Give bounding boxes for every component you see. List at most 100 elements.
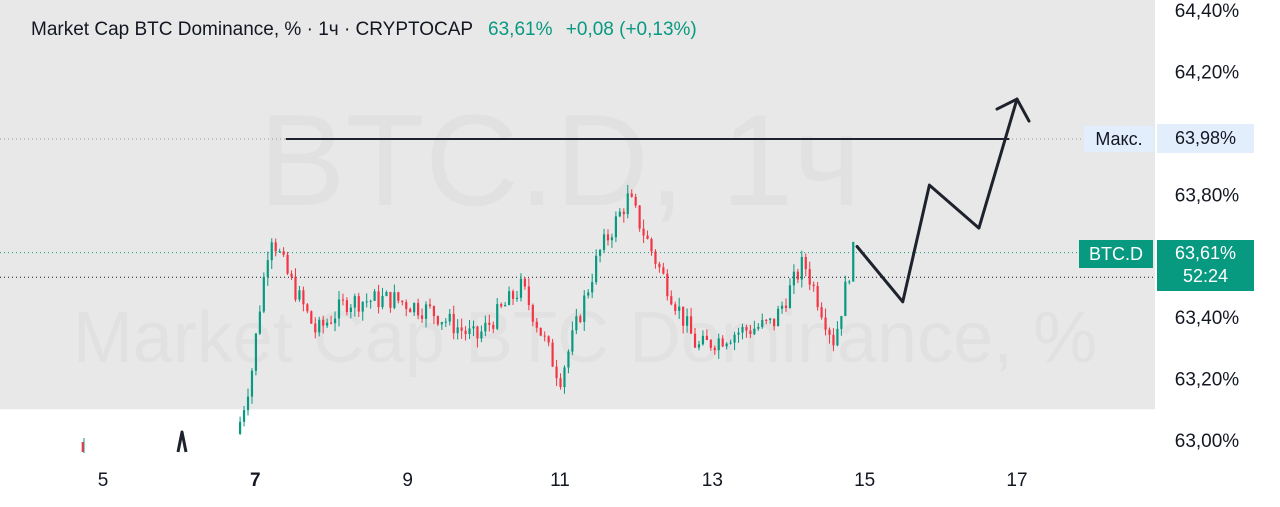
- x-axis: 5 7 9 11 13 15 17: [98, 470, 1028, 491]
- candle-body: [662, 267, 665, 274]
- max-label: Макс.: [1084, 126, 1154, 152]
- candle-body: [515, 297, 519, 299]
- candle-body: [848, 281, 851, 283]
- candle-body: [409, 308, 412, 313]
- x-tick-label: 13: [702, 470, 723, 491]
- candle-body: [286, 254, 289, 274]
- candle-body: [658, 263, 661, 268]
- candle-body: [357, 296, 360, 312]
- candles: [81, 184, 855, 453]
- candle-body: [559, 378, 562, 388]
- candle-body: [808, 269, 811, 285]
- candle-body: [282, 251, 285, 255]
- candle-body: [820, 307, 823, 318]
- candle-body: [381, 295, 384, 308]
- candle-body: [602, 234, 606, 251]
- candle-body: [792, 271, 796, 286]
- y-tick-label: 64,20%: [1175, 62, 1240, 83]
- candle-body: [417, 303, 420, 316]
- candle-body: [646, 235, 649, 239]
- y-tick-label: 63,40%: [1175, 308, 1240, 329]
- candle-body: [567, 351, 570, 368]
- candle-body: [804, 256, 807, 270]
- candle-body: [246, 396, 250, 411]
- candle-body: [349, 307, 352, 313]
- candle-body: [452, 313, 455, 334]
- candle-body: [713, 347, 716, 351]
- candle-body: [693, 333, 697, 348]
- candle-body: [812, 284, 815, 286]
- caret-mark: [176, 430, 188, 453]
- candle-body: [701, 335, 705, 345]
- candle-body: [788, 285, 792, 309]
- candle-body: [563, 367, 566, 388]
- candle-body: [844, 281, 847, 317]
- candle-body: [555, 366, 558, 379]
- candle-body: [618, 211, 621, 217]
- candle-body: [670, 296, 673, 305]
- candle-body: [666, 273, 669, 297]
- candle-body: [780, 305, 784, 309]
- candle-body: [523, 278, 527, 287]
- candle-body: [472, 326, 475, 329]
- candle-body: [448, 313, 451, 322]
- candle-body: [302, 290, 305, 305]
- candle-body: [828, 329, 831, 335]
- candle-body: [511, 291, 515, 299]
- candle-body: [318, 319, 321, 333]
- y-tick-label: 63,80%: [1175, 185, 1240, 206]
- candle-body: [682, 306, 685, 326]
- candle-body: [729, 342, 732, 344]
- candle-body: [361, 301, 364, 312]
- candle-body: [274, 242, 277, 252]
- candle-body: [492, 324, 495, 329]
- candle-body: [527, 286, 530, 306]
- candle-body: [678, 306, 681, 311]
- candle-body: [341, 299, 345, 301]
- candle-body: [81, 442, 84, 452]
- countdown-text: 52:24: [1182, 266, 1229, 286]
- candle-body: [721, 338, 724, 347]
- candle-body: [543, 335, 546, 337]
- x-tick-label: 5: [98, 470, 109, 491]
- header-change: +0,08 (+0,13%): [565, 19, 697, 40]
- current-price-tag: 63,61% 52:24: [1157, 240, 1254, 291]
- highlight-band: [0, 0, 1155, 410]
- candle-body: [432, 306, 436, 317]
- candle-body: [333, 318, 337, 324]
- candle-body: [765, 319, 768, 321]
- candle-body: [329, 322, 333, 324]
- candle-body: [614, 216, 617, 238]
- candle-body: [749, 330, 752, 335]
- candle-body: [436, 316, 439, 325]
- candle-body: [610, 237, 614, 241]
- ticker-label-text: BTC.D: [1089, 244, 1143, 264]
- candle-body: [401, 300, 404, 303]
- candle-body: [393, 292, 396, 308]
- candle-body: [591, 282, 594, 293]
- candle-body: [298, 290, 301, 300]
- candle-body: [377, 291, 380, 308]
- candle-body: [583, 295, 586, 322]
- candle-body: [480, 331, 483, 339]
- candle-body: [250, 370, 254, 397]
- candle-body: [539, 327, 542, 336]
- candle-body: [444, 321, 447, 323]
- candle-body: [262, 276, 265, 312]
- candle-body: [571, 330, 574, 352]
- candle-body: [737, 332, 740, 335]
- candle-body: [595, 255, 598, 283]
- candle-body: [634, 196, 637, 206]
- candle-body: [239, 421, 242, 434]
- x-tick-label: 7: [250, 470, 261, 491]
- candle-body: [741, 327, 744, 333]
- candle-body: [504, 305, 507, 307]
- candle-body: [650, 238, 653, 252]
- candle-body: [725, 343, 728, 347]
- candle-body: [717, 338, 720, 351]
- projection-drawing: [176, 97, 1031, 453]
- candle-body: [709, 340, 712, 348]
- candle-body: [440, 322, 443, 325]
- candle-body: [484, 322, 487, 332]
